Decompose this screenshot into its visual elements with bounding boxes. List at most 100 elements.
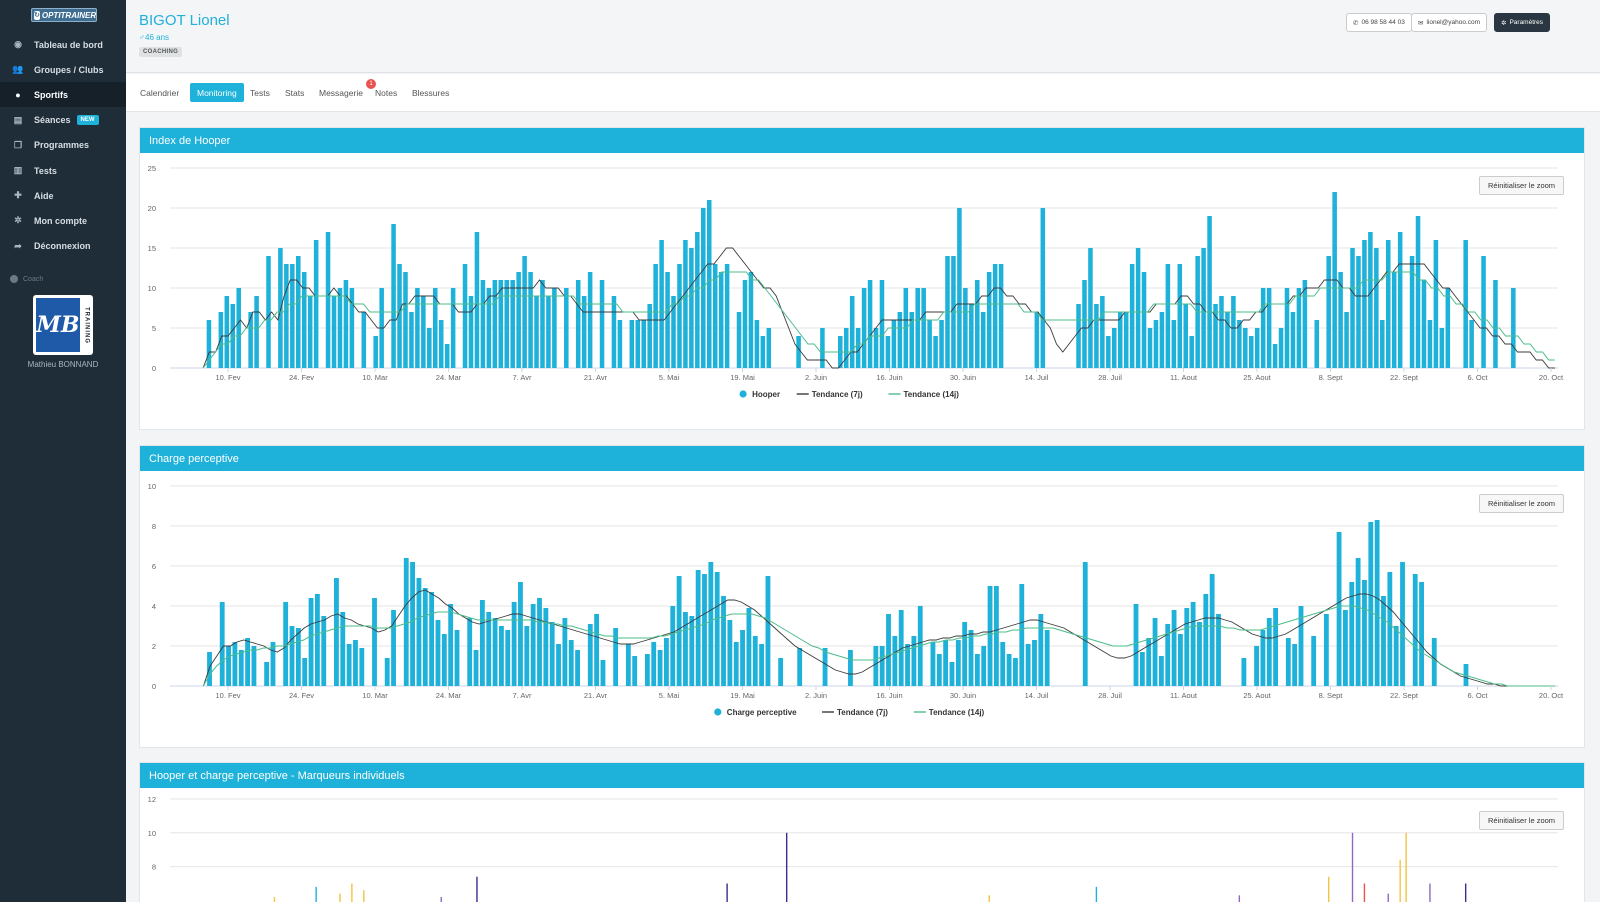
bar[interactable] xyxy=(283,602,289,686)
bar[interactable] xyxy=(975,280,980,368)
bar[interactable] xyxy=(657,650,663,686)
bar[interactable] xyxy=(1296,288,1302,368)
bar[interactable] xyxy=(599,280,605,368)
bar[interactable] xyxy=(981,646,987,686)
bar[interactable] xyxy=(843,328,849,368)
sidebar-item-mon-compte[interactable]: ✲ Mon compte xyxy=(0,208,126,233)
bar[interactable] xyxy=(611,296,617,368)
bar[interactable] xyxy=(511,602,517,686)
bar[interactable] xyxy=(987,586,993,686)
bar[interactable] xyxy=(1349,582,1355,686)
bar[interactable] xyxy=(403,272,408,368)
bar[interactable] xyxy=(939,320,944,368)
bar[interactable] xyxy=(968,630,974,686)
bar[interactable] xyxy=(733,642,739,686)
bar[interactable] xyxy=(224,296,230,368)
bar[interactable] xyxy=(911,636,917,686)
sidebar-item-tableau-de-bord[interactable]: ◉ Tableau de bord xyxy=(0,32,126,57)
tab-messagerie[interactable]: Messagerie xyxy=(319,87,363,98)
bar[interactable] xyxy=(325,232,331,368)
tab-notes[interactable]: Notes xyxy=(375,87,398,98)
bar[interactable] xyxy=(727,620,733,686)
bar[interactable] xyxy=(1311,636,1317,686)
bar[interactable] xyxy=(635,320,641,368)
bar[interactable] xyxy=(421,296,426,368)
bar[interactable] xyxy=(340,612,346,686)
bar[interactable] xyxy=(218,312,224,368)
bar[interactable] xyxy=(955,640,961,686)
bar[interactable] xyxy=(429,592,435,686)
bar[interactable] xyxy=(748,272,754,368)
bar[interactable] xyxy=(1171,610,1177,686)
bar[interactable] xyxy=(505,630,511,686)
bar[interactable] xyxy=(422,588,428,686)
bar[interactable] xyxy=(1344,312,1349,368)
bar[interactable] xyxy=(1374,248,1379,368)
bar[interactable] xyxy=(581,296,587,368)
bar[interactable] xyxy=(873,328,879,368)
bar[interactable] xyxy=(1290,312,1296,368)
bar[interactable] xyxy=(689,248,694,368)
bar[interactable] xyxy=(575,280,581,368)
bar[interactable] xyxy=(1260,630,1266,686)
bar[interactable] xyxy=(1006,654,1012,686)
bar[interactable] xyxy=(1285,638,1291,686)
tab-monitoring[interactable]: Monitoring xyxy=(190,83,244,102)
bar[interactable] xyxy=(1135,248,1141,368)
bar[interactable] xyxy=(1165,264,1171,368)
bar[interactable] xyxy=(1302,280,1308,368)
bar[interactable] xyxy=(462,264,468,368)
reset-zoom-button[interactable]: Réinitialiser le zoom xyxy=(1479,811,1564,830)
bar[interactable] xyxy=(1025,644,1031,686)
bar[interactable] xyxy=(712,264,718,368)
bar[interactable] xyxy=(1171,320,1177,368)
bar[interactable] xyxy=(314,594,320,686)
bar[interactable] xyxy=(1076,304,1081,368)
bar[interactable] xyxy=(219,602,225,686)
bar[interactable] xyxy=(1141,272,1147,368)
bar[interactable] xyxy=(822,648,828,686)
bar[interactable] xyxy=(415,288,420,368)
bar[interactable] xyxy=(1177,264,1183,368)
bar[interactable] xyxy=(1381,596,1386,686)
bar[interactable] xyxy=(264,662,270,686)
bar[interactable] xyxy=(575,650,580,686)
bar[interactable] xyxy=(689,616,695,686)
bar[interactable] xyxy=(403,558,409,686)
bar[interactable] xyxy=(1159,312,1165,368)
bar[interactable] xyxy=(1427,320,1433,368)
bar[interactable] xyxy=(438,320,444,368)
bar[interactable] xyxy=(530,604,536,686)
bar[interactable] xyxy=(435,620,441,686)
bar[interactable] xyxy=(1385,240,1391,368)
legend-item[interactable]: Tendance (7j) xyxy=(796,390,863,399)
bar[interactable] xyxy=(1350,248,1355,368)
bar[interactable] xyxy=(206,320,212,368)
bar[interactable] xyxy=(1338,272,1343,368)
bar[interactable] xyxy=(474,232,480,368)
bar[interactable] xyxy=(886,614,891,686)
bar[interactable] xyxy=(1463,240,1468,368)
bar[interactable] xyxy=(498,280,504,368)
bar[interactable] xyxy=(1391,272,1397,368)
bar[interactable] xyxy=(1393,626,1399,686)
bar[interactable] xyxy=(1207,216,1212,368)
bar[interactable] xyxy=(301,272,307,368)
bar[interactable] xyxy=(270,642,276,686)
bar[interactable] xyxy=(754,320,760,368)
bar[interactable] xyxy=(930,642,936,686)
bar[interactable] xyxy=(480,280,486,368)
bar[interactable] xyxy=(492,618,498,686)
bar[interactable] xyxy=(683,612,688,686)
bar[interactable] xyxy=(1241,658,1247,686)
bar[interactable] xyxy=(1254,328,1260,368)
bar[interactable] xyxy=(1278,328,1284,368)
bar[interactable] xyxy=(683,240,688,368)
bar[interactable] xyxy=(248,312,253,368)
bar[interactable] xyxy=(1374,520,1380,686)
bar[interactable] xyxy=(1266,288,1272,368)
bar[interactable] xyxy=(1237,320,1242,368)
bar[interactable] xyxy=(765,576,771,686)
bar[interactable] xyxy=(1511,288,1516,368)
bar[interactable] xyxy=(1032,640,1037,686)
